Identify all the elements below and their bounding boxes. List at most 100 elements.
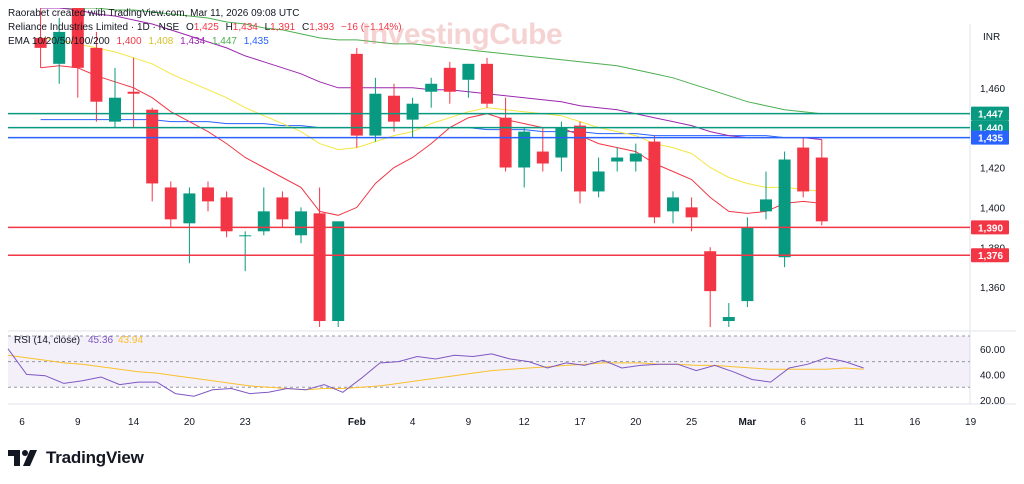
candle [220, 191, 233, 238]
open-value: 1,425 [193, 22, 219, 33]
candle-body [220, 197, 233, 232]
candle [518, 127, 531, 188]
candle [704, 247, 717, 327]
time-tick-label: 11 [854, 417, 865, 428]
symbol-name: Reliance Industries Limited · 1D · NSE [8, 22, 180, 33]
time-tick-label: 6 [19, 417, 25, 428]
symbol-line: Reliance Industries Limited · 1D · NSE O… [8, 22, 410, 33]
time-tick-label: 14 [128, 417, 140, 428]
time-tick-label: 20 [184, 417, 196, 428]
candle [797, 137, 810, 198]
ema100-line [40, 8, 822, 115]
candle-body [648, 141, 661, 218]
candle [574, 121, 586, 204]
candle-body [388, 95, 400, 122]
ohlc-values: O1,425 H1,434 L1,391 C1,393 −16 (−1.14%) [185, 22, 402, 33]
ema-value-100: 1,447 [211, 36, 237, 47]
tradingview-logo-icon [8, 450, 37, 466]
candle [109, 67, 121, 128]
price-pane [34, 8, 828, 327]
candle-body [425, 83, 438, 92]
time-tick-label: Mar [739, 417, 757, 428]
candle-body [406, 103, 419, 120]
candle-body [71, 8, 84, 68]
candle [425, 77, 438, 108]
candle [685, 197, 698, 232]
candle [127, 57, 140, 128]
candle [648, 135, 661, 224]
candle-body [369, 93, 382, 136]
price-tick-label: 1,460 [980, 84, 1005, 95]
candle [760, 171, 772, 220]
rsi-title: RSI (14, close) [14, 335, 80, 346]
ema-value-50: 1,434 [180, 36, 206, 47]
level-tag-1435 [971, 130, 1009, 145]
close-value: 1,393 [309, 22, 335, 33]
time-tick-label: 25 [686, 417, 698, 428]
price-tick-label: 1,420 [980, 164, 1005, 175]
candle-body [722, 317, 735, 322]
tradingview-logo: TradingView [8, 448, 144, 468]
level-tag-1447 [971, 106, 1009, 121]
candle-body [760, 199, 772, 212]
candle-body [629, 153, 642, 162]
candle [350, 47, 363, 148]
candle [71, 8, 84, 98]
time-tick-label: 23 [240, 417, 252, 428]
ema-value-10: 1,400 [116, 36, 142, 47]
candle-body [202, 187, 214, 202]
candle [146, 107, 159, 202]
candle [332, 221, 345, 327]
candle-body [797, 147, 810, 192]
price-tick-label: 1,360 [980, 283, 1005, 294]
candle [815, 139, 828, 226]
time-tick-label: 20 [630, 417, 642, 428]
high-value: 1,434 [232, 22, 258, 33]
candle [239, 231, 252, 272]
candle-body [34, 37, 47, 48]
candle [164, 181, 177, 228]
ema-value-20: 1,408 [148, 36, 174, 47]
time-tick-label: 12 [519, 417, 531, 428]
candle [183, 187, 196, 264]
candle [34, 8, 47, 68]
candle-body [183, 193, 196, 224]
tradingview-logo-text: TradingView [46, 448, 144, 467]
time-tick-label: 4 [410, 417, 416, 428]
rsi-line [7, 348, 864, 397]
candle-body [667, 197, 679, 212]
candle-body [164, 187, 177, 220]
candle-body [295, 211, 307, 236]
candle [443, 61, 456, 104]
level-label-1376: 1,376 [978, 251, 1003, 262]
candle [90, 31, 103, 122]
candle [202, 181, 214, 212]
candle [592, 157, 605, 198]
candle [611, 147, 624, 172]
candle [741, 217, 754, 308]
rsi-tick-label: 20.00 [980, 396, 1005, 407]
low-value: 1,391 [270, 22, 296, 33]
currency-label: INR [983, 32, 1000, 43]
ema10-line [40, 65, 822, 216]
candle [313, 187, 326, 327]
candle-body [109, 97, 121, 122]
time-tick-label: 6 [800, 417, 806, 428]
candle [388, 83, 400, 132]
level-tag-1390 [971, 220, 1009, 235]
candle-body [499, 117, 512, 168]
candle [667, 191, 679, 224]
candle-body [815, 157, 828, 222]
candle-body [313, 213, 326, 322]
candle-body [443, 67, 456, 92]
candle [276, 191, 289, 228]
candle-body [257, 211, 270, 232]
candle-body [741, 227, 754, 302]
candle-body [481, 63, 493, 104]
candle-body [332, 221, 345, 322]
candle-body [574, 125, 586, 192]
rsi-value: 45.36 [88, 335, 113, 346]
candle [462, 63, 475, 98]
candle-body [555, 127, 568, 158]
